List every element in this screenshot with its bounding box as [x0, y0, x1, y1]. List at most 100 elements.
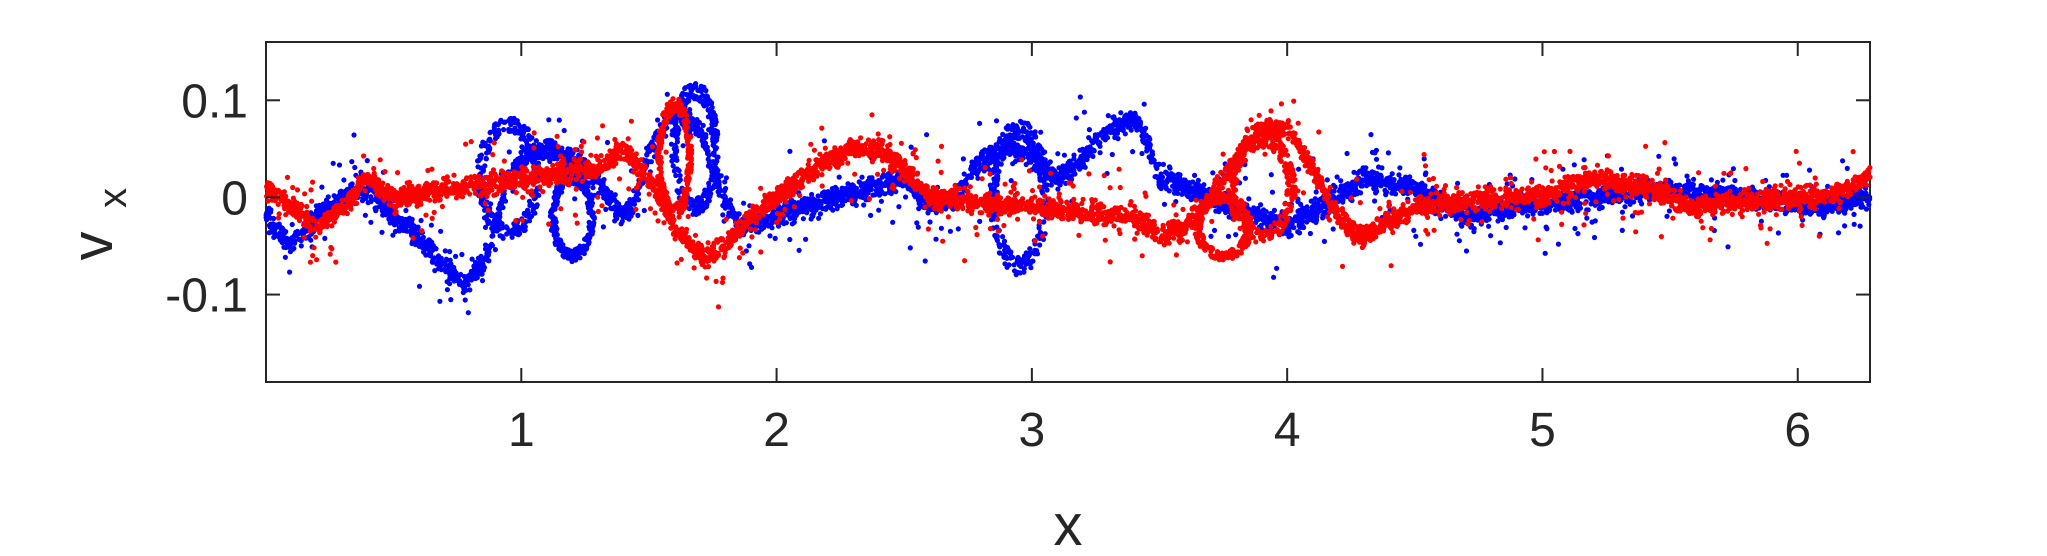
series-0-point — [599, 186, 605, 192]
series-0-point — [705, 156, 711, 162]
series-0-point — [1189, 185, 1195, 191]
series-0-point — [718, 187, 724, 193]
series-0-point — [1863, 206, 1870, 212]
series-0-point — [800, 216, 807, 222]
series-0-point — [791, 199, 797, 205]
series-0-point — [815, 193, 821, 199]
series-0-point — [1369, 176, 1375, 182]
series-0-point — [301, 228, 307, 234]
series-0-point — [372, 196, 378, 203]
series-0-point — [876, 180, 882, 186]
series-0-point — [436, 265, 442, 271]
series-0-point — [611, 197, 618, 203]
data-points — [263, 81, 1873, 316]
series-0-point — [1174, 178, 1180, 184]
series-0-point — [512, 125, 518, 131]
series-0-point — [269, 229, 275, 235]
series-0-point — [970, 165, 976, 171]
series-0-point — [693, 94, 700, 100]
series-0-point — [463, 287, 469, 293]
series-0-point — [547, 158, 553, 164]
series-0-point — [783, 220, 790, 226]
series-0-point — [281, 244, 287, 250]
series-0-point — [1684, 173, 1690, 179]
series-0-point — [1576, 203, 1582, 209]
series-0-point — [705, 114, 712, 120]
series-0-point — [510, 164, 516, 170]
series-0-point — [1383, 192, 1389, 198]
series-0-point — [700, 101, 706, 107]
series-0-point — [1120, 127, 1126, 133]
series-0-point — [426, 244, 432, 250]
series-0-point — [1484, 217, 1490, 223]
series-0-point — [729, 208, 735, 214]
series-0-point — [687, 107, 693, 113]
series-0-point — [856, 179, 862, 185]
series-0-point — [677, 177, 683, 183]
series-0-point — [1509, 213, 1515, 219]
series-0-point — [320, 207, 326, 213]
series-0-point — [1010, 161, 1016, 167]
series-0-point — [400, 227, 406, 233]
series-0-point — [1687, 181, 1693, 187]
series-0-point — [277, 237, 283, 243]
series-0-point — [628, 198, 635, 204]
series-0-point — [668, 141, 675, 147]
series-0-point — [298, 243, 304, 249]
series-0-point — [710, 150, 716, 157]
series-0-point — [698, 202, 705, 208]
series-0-point — [504, 231, 510, 237]
series-0-point — [1149, 149, 1155, 155]
series-0-point — [497, 210, 503, 217]
series-0-point — [387, 220, 393, 226]
series-0-point — [1163, 180, 1169, 186]
series-0-point — [526, 145, 533, 151]
series-0-point — [979, 149, 986, 155]
series-0-point — [296, 236, 302, 242]
series-0-point — [528, 156, 535, 162]
series-0-point — [480, 166, 486, 172]
series-0-point — [486, 147, 492, 153]
series-0-point — [405, 223, 411, 229]
series-0-point — [544, 138, 550, 144]
series-0-point — [687, 94, 693, 100]
series-0-point — [680, 90, 686, 96]
series-0-point — [1858, 202, 1864, 208]
series-0-point — [529, 135, 535, 141]
series-0-point — [700, 192, 706, 199]
series-0-point — [696, 119, 703, 126]
series-0-point — [1592, 192, 1598, 198]
series-0-point — [492, 122, 498, 128]
series-0-point — [477, 153, 483, 159]
series-0-point — [396, 227, 402, 233]
series-0-point — [294, 228, 301, 234]
series-0-point — [447, 257, 453, 263]
series-0-point — [635, 197, 642, 203]
series-0-point — [1147, 142, 1153, 148]
series-0-point — [292, 239, 298, 245]
series-0-point — [1152, 174, 1158, 180]
series-0-point — [1097, 140, 1103, 146]
series-0-point — [619, 218, 625, 224]
series-0-point — [1097, 150, 1103, 156]
series-0-point — [705, 150, 711, 156]
series-0-point — [512, 158, 519, 164]
series-0-point — [499, 196, 506, 202]
series-0-point — [1495, 218, 1501, 224]
series-0-point — [791, 216, 798, 222]
series-0-point — [704, 144, 710, 150]
series-0-point — [809, 207, 815, 213]
series-0-point — [511, 115, 517, 121]
series-0-point — [1311, 202, 1317, 208]
series-0-point — [1246, 196, 1252, 202]
series-0-point — [1821, 215, 1827, 221]
series-0-point — [1136, 116, 1142, 122]
series-0-point — [1091, 138, 1097, 144]
series-0-point — [1067, 165, 1073, 172]
series-0-point — [533, 138, 539, 144]
series-0-point — [284, 241, 290, 247]
series-0-point — [857, 194, 864, 200]
series-0-point — [418, 236, 424, 242]
series-0-point — [443, 257, 449, 263]
